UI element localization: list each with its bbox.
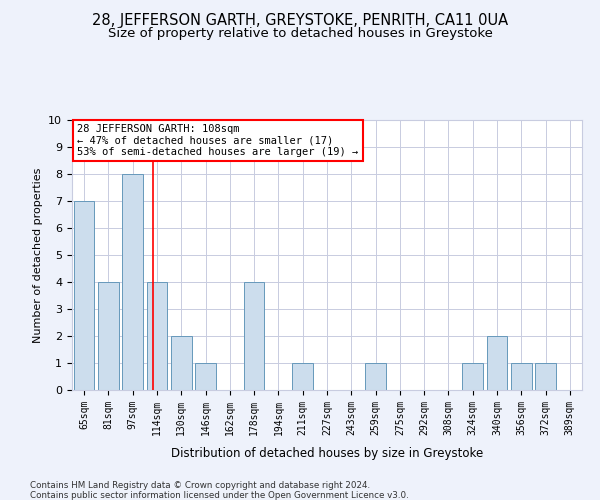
Text: Distribution of detached houses by size in Greystoke: Distribution of detached houses by size … (171, 448, 483, 460)
Bar (535, 363, 556, 390)
Bar (365, 363, 386, 390)
Bar (244, 282, 265, 390)
Text: 28, JEFFERSON GARTH, GREYSTOKE, PENRITH, CA11 0UA: 28, JEFFERSON GARTH, GREYSTOKE, PENRITH,… (92, 12, 508, 28)
Bar (122, 174, 143, 390)
Y-axis label: Number of detached properties: Number of detached properties (33, 168, 43, 342)
Bar (487, 336, 508, 390)
Bar (171, 336, 191, 390)
Bar (511, 363, 532, 390)
Bar (74, 201, 94, 390)
Text: Contains HM Land Registry data © Crown copyright and database right 2024.: Contains HM Land Registry data © Crown c… (30, 481, 370, 490)
Bar (98, 282, 119, 390)
Bar (463, 363, 483, 390)
Bar (146, 282, 167, 390)
Text: Size of property relative to detached houses in Greystoke: Size of property relative to detached ho… (107, 28, 493, 40)
Bar (292, 363, 313, 390)
Text: Contains public sector information licensed under the Open Government Licence v3: Contains public sector information licen… (30, 491, 409, 500)
Text: 28 JEFFERSON GARTH: 108sqm
← 47% of detached houses are smaller (17)
53% of semi: 28 JEFFERSON GARTH: 108sqm ← 47% of deta… (77, 124, 358, 157)
Bar (195, 363, 216, 390)
